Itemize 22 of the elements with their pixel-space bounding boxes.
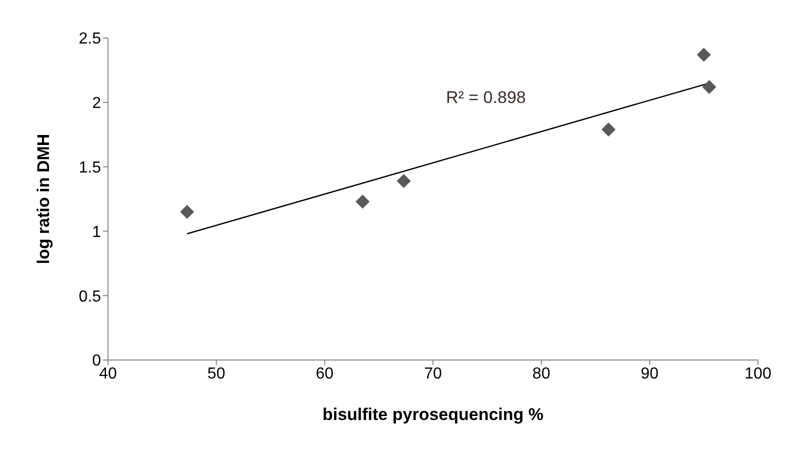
point xyxy=(180,204,194,219)
y-axis-title: log ratio in DMH xyxy=(34,134,54,264)
x-tick-label: 100 xyxy=(744,365,772,382)
x-tick-label: 90 xyxy=(640,365,659,382)
y-tick-label: 0.5 xyxy=(78,288,102,306)
y-tick-label: 1.5 xyxy=(78,159,102,176)
point xyxy=(396,174,411,188)
point xyxy=(702,80,716,94)
y-tick-label: 1 xyxy=(92,224,102,241)
x-tick-label: 80 xyxy=(532,365,550,382)
point xyxy=(356,194,370,209)
x-tick-label: 40 xyxy=(99,365,117,382)
x-tick-label: 60 xyxy=(316,365,334,382)
annotation: R² = 0.898 xyxy=(446,88,526,108)
x-tick-label: 70 xyxy=(424,365,442,382)
x-axis-title: bisulfite pyrosequencing % xyxy=(322,405,544,424)
y-tick-label: 2.5 xyxy=(78,30,102,48)
x-tick-label: 50 xyxy=(207,365,226,382)
point xyxy=(696,48,711,62)
point xyxy=(602,122,616,136)
y-tick-label: 0 xyxy=(92,352,102,370)
y-tick-label: 2 xyxy=(92,95,102,112)
